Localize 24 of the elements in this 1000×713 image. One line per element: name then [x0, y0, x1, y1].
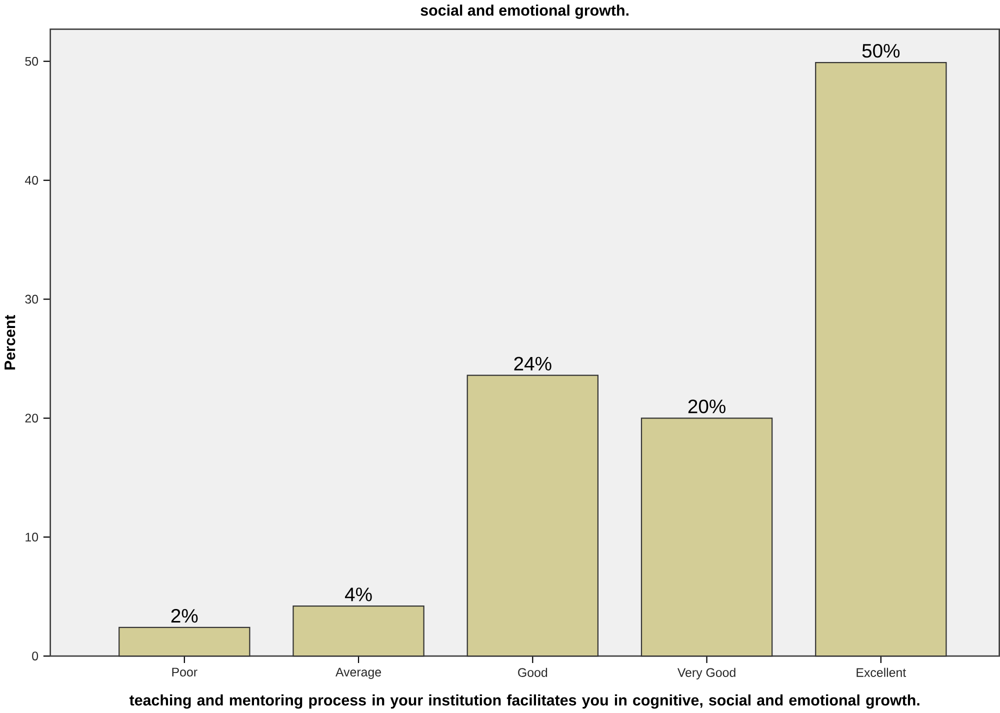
x-axis-title: teaching and mentoring process in your institution facilitates you in cognitive, social and emotional growth. [129, 694, 920, 709]
y-tick-label: 10 [26, 532, 38, 542]
bar [466, 374, 598, 656]
y-tick-label: 40 [24, 176, 38, 185]
chart-title: social and emotional growth. [420, 4, 628, 19]
data-label: 2% [171, 608, 198, 622]
bar [118, 626, 250, 656]
y-tick-label: 30 [25, 294, 38, 304]
bar [292, 605, 424, 656]
data-label: 4% [344, 588, 372, 602]
x-tick-label: Very Good [677, 668, 736, 680]
y-axis-title: Percent [4, 314, 16, 370]
y-tick-label: 0 [32, 652, 38, 660]
x-tick-label: Average [336, 668, 382, 679]
x-tick-label: Excellent [856, 668, 906, 677]
bar [815, 62, 947, 656]
bar [640, 417, 773, 656]
y-tick-label: 50 [25, 56, 38, 66]
data-label: 50% [862, 44, 900, 58]
data-label: 24% [514, 356, 552, 370]
x-tick-label: Good [518, 668, 548, 677]
x-tick-label: Poor [172, 668, 198, 676]
y-tick-label: 20 [25, 414, 38, 422]
data-label: 20% [688, 399, 726, 414]
